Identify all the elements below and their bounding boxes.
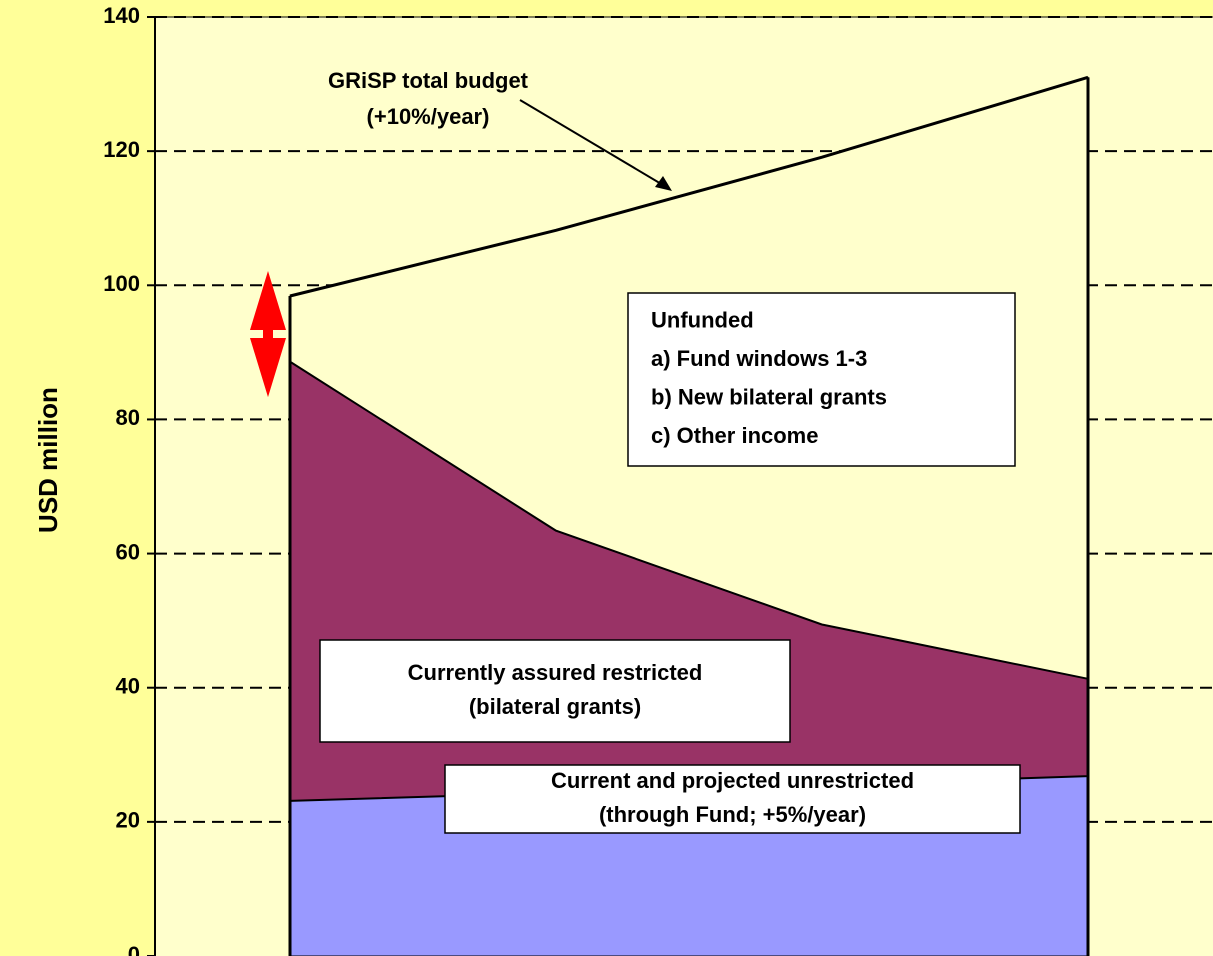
- y-tick-label: 40: [116, 674, 140, 699]
- series-label: Unfunded: [651, 308, 754, 333]
- y-tick-label: 60: [116, 539, 140, 564]
- label-box: [319, 639, 791, 743]
- series-label: a) Fund windows 1-3: [651, 346, 867, 371]
- y-tick-label: 20: [116, 808, 140, 833]
- series-label: (bilateral grants): [469, 694, 641, 719]
- gap-arrow: [250, 271, 286, 398]
- arrow-head: [655, 176, 672, 191]
- series-label: Currently assured restricted: [408, 660, 703, 685]
- series-label: c) Other income: [651, 423, 818, 448]
- y-tick-label: 100: [103, 271, 140, 296]
- series-label: Current and projected unrestricted: [551, 768, 914, 793]
- series-label: b) New bilateral grants: [651, 385, 887, 410]
- y-tick-label: 0: [128, 942, 140, 956]
- y-tick-label: 80: [116, 405, 140, 430]
- label-box: [444, 764, 1021, 834]
- y-tick-label: 140: [103, 3, 140, 28]
- series-label: (through Fund; +5%/year): [599, 802, 866, 827]
- overlay: Current and projected unrestricted (throu…: [154, 16, 1213, 956]
- annotation-arrow: [519, 99, 669, 189]
- y-tick-label: 120: [103, 137, 140, 162]
- annotation: GRiSP total budget: [328, 68, 529, 93]
- label-box: [627, 292, 1016, 467]
- area-top-line: [289, 75, 1089, 298]
- y-axis-label: USD million: [33, 387, 63, 533]
- annotation: (+10%/year): [367, 104, 490, 129]
